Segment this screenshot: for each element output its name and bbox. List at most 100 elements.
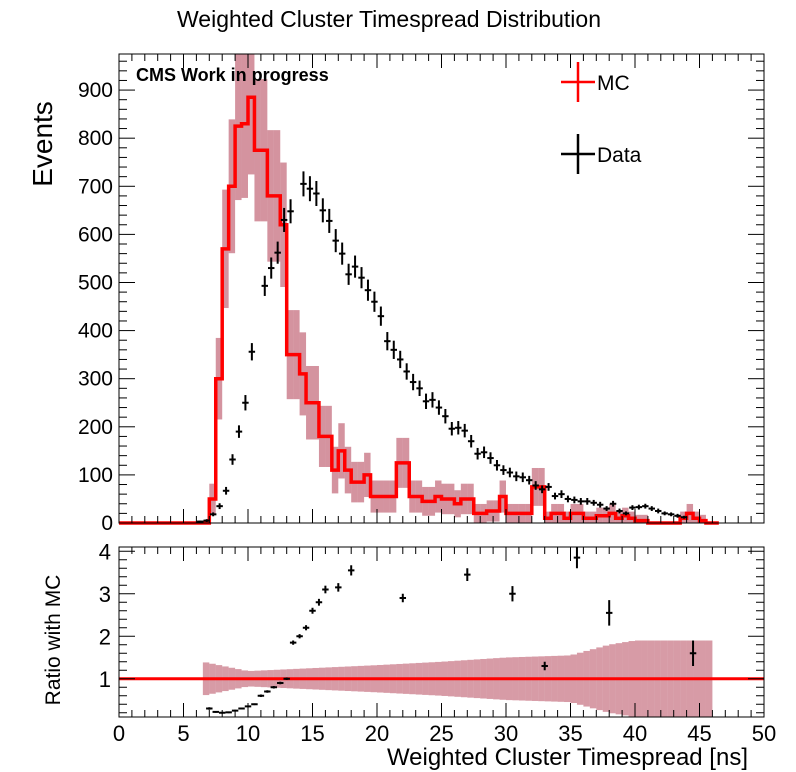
data-point (332, 229, 339, 253)
ratio-point (251, 703, 258, 706)
x-tick-label: 5 (177, 721, 189, 746)
data-point (377, 306, 385, 326)
data-point (429, 392, 436, 408)
ratio-point (277, 681, 284, 685)
data-point (300, 171, 307, 197)
x-tick-label: 10 (236, 721, 260, 746)
ratio-point (309, 607, 316, 614)
mc-histogram-line (119, 95, 719, 525)
lower-y-tick-label: 3 (99, 582, 111, 607)
data-point (197, 520, 204, 523)
data-point (248, 343, 256, 361)
legend-data-marker (561, 134, 595, 174)
ratio-point (206, 707, 213, 710)
ratio-point (399, 593, 407, 603)
x-tick-label: 25 (429, 721, 453, 746)
data-point (532, 481, 539, 490)
data-point (661, 511, 668, 516)
data-point (513, 471, 520, 482)
data-point (448, 421, 456, 436)
data-point (500, 465, 507, 475)
data-point (351, 255, 359, 278)
ratio-point (225, 711, 232, 714)
data-point (564, 495, 572, 503)
ratio-point (335, 583, 342, 592)
data-point (525, 475, 533, 485)
data-point (467, 434, 475, 448)
data-point (403, 363, 410, 380)
data-point (435, 400, 443, 415)
upper-pad: 0 100 200 300 400 500 600 700 800 900 CMS Work in… (78, 53, 765, 535)
upper-y-tick-label: 400 (78, 320, 113, 343)
ratio-point (573, 547, 581, 569)
x-tick-label: 0 (113, 721, 125, 746)
data-point (629, 505, 636, 511)
legend-mc-marker (561, 62, 595, 102)
chart-title: Weighted Cluster Timespread Distribution (177, 6, 601, 32)
data-point (461, 423, 468, 438)
x-tick-label: 45 (687, 721, 711, 746)
data-point (384, 332, 391, 351)
data-point (409, 373, 417, 391)
data-point (242, 395, 249, 411)
mc-band-bin (241, 54, 248, 198)
data-point (648, 506, 655, 511)
ratio-point (212, 710, 219, 713)
ratio-point (315, 598, 323, 606)
data-point (280, 207, 288, 232)
data-point (390, 340, 397, 359)
data-point (616, 508, 623, 514)
upper-y-tick-label: 300 (78, 368, 113, 391)
mc-band-bin (248, 54, 255, 175)
ratio-point (509, 586, 516, 602)
ratio-point (289, 640, 297, 645)
ratio-point (264, 690, 271, 693)
data-point (609, 500, 617, 507)
data-point (577, 497, 585, 505)
x-tick-label: 40 (623, 721, 647, 746)
data-point (571, 496, 578, 504)
data-point (558, 490, 565, 498)
x-tick-label: 35 (558, 721, 582, 746)
lower-y-axis-label: Ratio with MC (42, 575, 65, 706)
upper-y-tick-label: 600 (78, 223, 113, 246)
data-point (622, 511, 630, 516)
data-point (229, 454, 236, 465)
data-point (667, 512, 675, 517)
ratio-point (464, 568, 471, 581)
data-point (326, 208, 333, 233)
data-point (396, 350, 404, 369)
ratio-point (605, 600, 613, 626)
data-point (538, 485, 546, 494)
data-point (287, 199, 294, 224)
data-point (358, 267, 365, 289)
upper-y-tick-label: 200 (78, 416, 113, 439)
data-point (635, 504, 643, 510)
data-point (222, 486, 230, 495)
data-point (603, 506, 610, 511)
data-point (416, 380, 423, 397)
ratio-point (270, 685, 278, 689)
ratio-point (283, 677, 290, 681)
data-point (364, 279, 372, 301)
lower-y-tick-label: 1 (99, 667, 111, 692)
data-point (235, 425, 243, 438)
legend: MC Data (561, 62, 642, 174)
data-point (455, 421, 462, 435)
legend-data-label: Data (597, 144, 642, 167)
data-point (551, 492, 559, 500)
data-point (306, 176, 314, 202)
data-point (519, 472, 526, 483)
upper-y-tick-label: 800 (78, 127, 113, 150)
upper-axes: 0 100 200 300 400 500 600 700 800 900 (78, 53, 765, 535)
data-point (371, 291, 378, 312)
data-point (493, 459, 501, 471)
data-point (674, 513, 681, 518)
ratio-point (322, 585, 329, 594)
data-point (474, 447, 481, 460)
ratio-point (689, 640, 697, 666)
data-point (654, 508, 662, 514)
